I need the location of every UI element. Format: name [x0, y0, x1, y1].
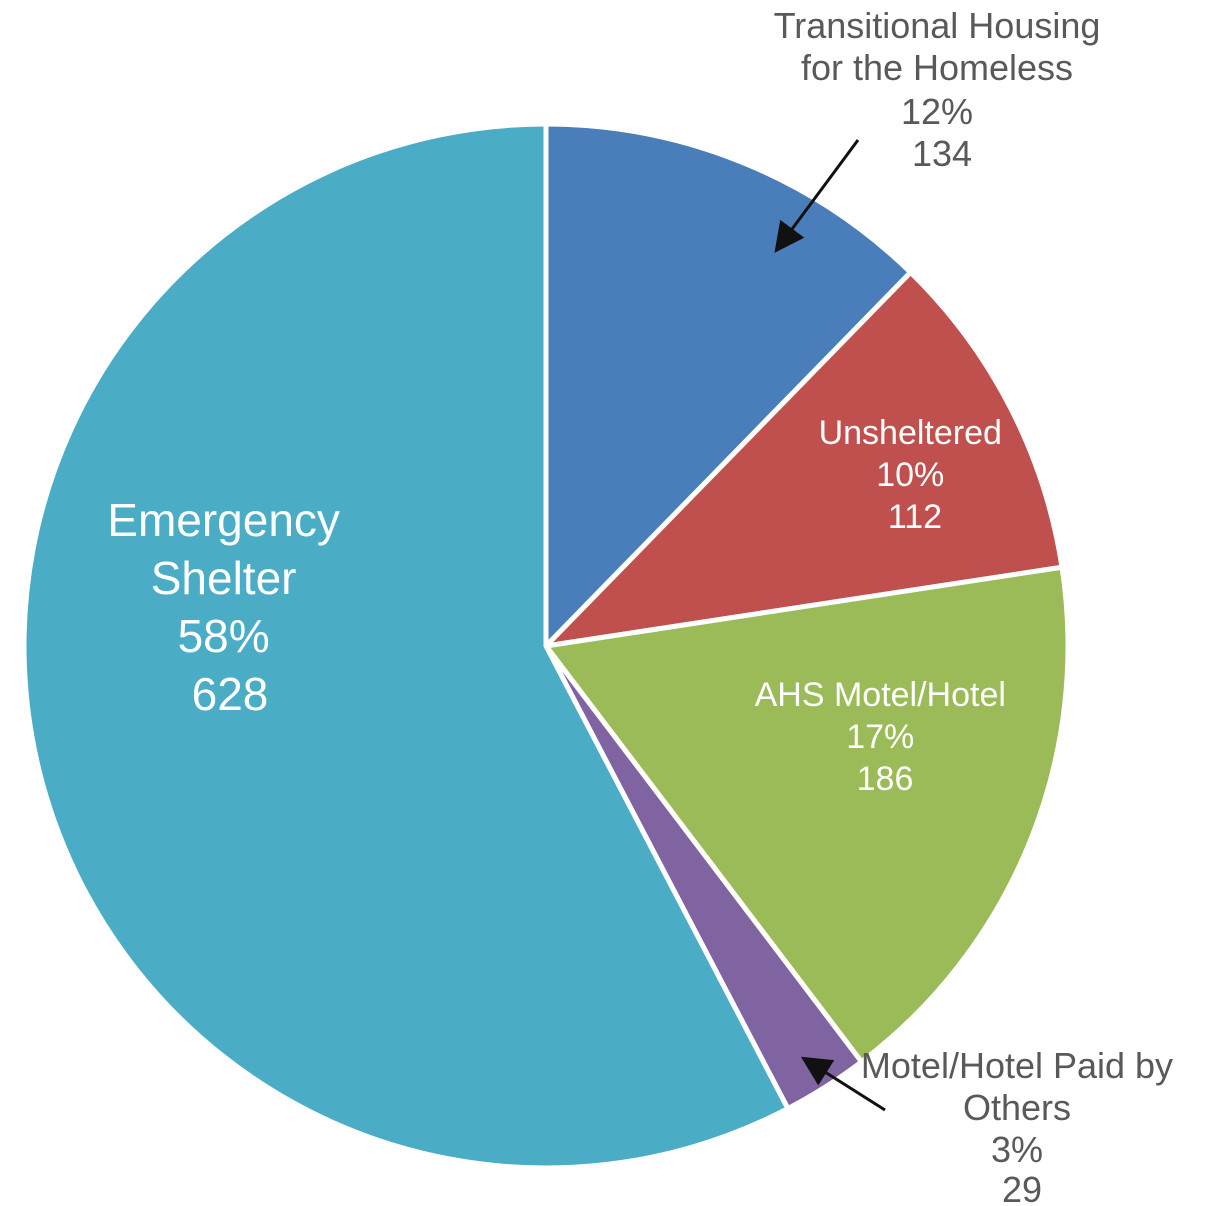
- slice-name-line: AHS Motel/Hotel: [755, 676, 1006, 714]
- slice-name-line: Transitional Housing: [774, 5, 1101, 46]
- pie-slice-emergency-shelter: [21, 121, 791, 1171]
- slice-value: 628: [192, 668, 269, 720]
- slice-label-ahs-motel-hotel: AHS Motel/Hotel 17% 186: [755, 676, 1016, 798]
- slice-name-line: for the Homeless: [801, 47, 1073, 88]
- slice-value: 134: [912, 133, 972, 174]
- slice-percent: 58%: [178, 610, 270, 662]
- slice-name-line: Shelter: [151, 552, 297, 604]
- leader-line-motel-paid-by-others: [800, 1056, 886, 1112]
- slice-name-line: Emergency: [107, 494, 340, 546]
- pie-slice-ahs-motel-hotel: [543, 564, 1071, 1065]
- pie-slices: [21, 121, 1071, 1171]
- slice-percent: 17%: [846, 718, 914, 756]
- slice-value: 112: [888, 498, 942, 536]
- leader-line-transitional-housing: [774, 139, 860, 253]
- slice-label-transitional-housing: Transitional Housing for the Homeless 12…: [774, 5, 1111, 174]
- slice-value: 29: [1002, 1169, 1042, 1206]
- slice-name-line: Unsheltered: [819, 414, 1002, 452]
- slice-value: 186: [857, 760, 914, 798]
- slice-percent: 12%: [901, 91, 973, 132]
- slice-label-emergency-shelter: Emergency Shelter 58% 628: [107, 494, 352, 720]
- pie-slice-transitional-housing: [543, 121, 914, 649]
- slice-percent: 10%: [876, 456, 944, 494]
- slice-name-line: Others: [963, 1087, 1071, 1128]
- slice-percent: 3%: [991, 1129, 1043, 1170]
- slice-label-unsheltered: Unsheltered 10% 112: [819, 414, 1012, 536]
- callout-leaders: [774, 139, 886, 1112]
- pie-slice-unsheltered: [543, 269, 1065, 649]
- slice-name-line: Motel/Hotel Paid by: [861, 1045, 1173, 1086]
- slice-labels: Transitional Housing for the Homeless 12…: [107, 5, 1183, 1206]
- slice-label-motel-paid-by-others: Motel/Hotel Paid by Others 3% 29: [861, 1045, 1183, 1206]
